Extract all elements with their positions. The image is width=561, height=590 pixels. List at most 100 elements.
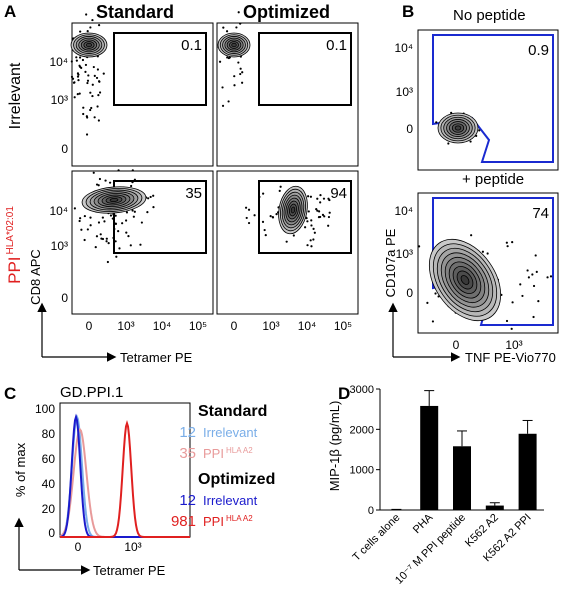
histogram-curve-optimized-ppi [60,420,190,538]
y-tick-label: 0 [48,526,55,540]
event-dot [131,169,134,172]
contour-b-no-peptide [435,111,481,145]
event-dot [96,105,99,108]
event-dot [309,195,313,198]
event-dot [233,84,236,87]
x-axis-label-b: TNF PE-Vio770 [465,350,556,365]
event-dot [149,195,152,199]
event-dot [546,276,549,279]
event-dot [253,214,256,217]
event-dot [95,235,99,238]
panel-d-letter: D [338,384,351,403]
y-tick-label: 10³ [51,93,68,107]
event-dot [239,22,242,25]
event-dot [307,210,310,213]
event-dot [247,208,251,211]
y-tick-label: 0 [406,122,413,136]
y-tick-label: 40 [42,477,56,491]
event-dot [101,216,104,219]
event-dot [73,81,76,84]
event-dot [327,197,330,200]
event-dot [73,96,76,99]
x-ticks-a-standard: 0 10³ 10⁴ 10⁵ [86,319,208,333]
event-dot [115,255,118,258]
event-dot [535,270,538,273]
bar [518,433,537,510]
gate-a-standard-irrelevant [113,32,207,106]
category-label: T cells alone [351,512,403,564]
event-dot [505,319,509,323]
contour-ring [231,42,237,48]
event-dot [117,169,120,172]
contour-a-optimized-irrelevant [217,11,251,107]
event-dot [111,217,114,220]
event-dot [237,11,240,14]
event-dot [239,72,242,76]
row-label-ppi: PPIHLA*02:01 [5,206,24,284]
legend-label-optimized-ppi-superscript: HLA A2 [226,514,253,523]
event-dot [87,74,90,77]
legend-value-optimized-ppi: 981 [171,513,196,530]
event-dot [73,207,76,210]
event-dot [82,112,85,116]
event-dot [78,56,82,59]
event-dot [83,214,86,218]
histogram-curves [59,413,190,538]
contour-a-optimized-ppi [244,185,331,248]
gate-percent-b-plus-peptide: 74 [532,205,549,222]
event-dot [322,197,326,200]
event-dot [327,224,330,227]
gate-percent-a-standard-irrelevant: 0.1 [181,37,202,54]
event-dot [245,216,248,220]
event-dot [106,260,109,264]
event-dot [100,237,103,240]
event-dot [80,66,83,69]
plot-frame-b-no-peptide [417,29,559,171]
event-dot [510,327,513,330]
gate-a-optimized-irrelevant [258,32,352,106]
event-dot [99,233,102,236]
bar [453,446,471,510]
event-dot [241,71,244,74]
event-dot [85,115,88,118]
contour-ring [109,197,119,203]
legend-label-standard-ppi-superscript: HLA A2 [226,446,253,455]
y-axis-label-c: % of max [13,442,28,497]
event-dot [233,75,236,78]
plot-title-plus-peptide: + peptide [462,171,525,188]
event-dot [519,283,522,286]
x-ticks-b: 0 10³ [453,338,523,352]
event-dot [91,94,94,98]
y-tick-label: 60 [42,452,56,466]
event-dot [114,222,117,225]
event-dot [315,208,318,211]
y-tick-label: 10⁴ [49,55,68,69]
x-tick-label: 0 [86,319,93,333]
legend-heading-optimized: Optimized [198,471,275,488]
event-dot [89,91,92,94]
column-title-optimized: Optimized [243,2,331,22]
x-tick-label: 0 [231,319,238,333]
event-dot [92,65,95,69]
plot-frame-a-standard-irrelevant [71,22,214,167]
event-dot [306,220,309,223]
panel-a-letter: A [4,2,17,21]
y-tick-label: 2000 [350,424,374,436]
legend-label-optimized-ppi-text: PPI [203,514,224,529]
event-dot [222,26,225,29]
event-dot [244,206,248,209]
event-dot [91,18,94,22]
event-dot [526,269,529,272]
event-dot [532,315,535,319]
plot-frame-a-optimized-ppi [216,170,359,315]
event-dot [537,300,540,303]
gate-percent-a-optimized-irrelevant: 0.1 [326,37,347,54]
event-dot [261,220,265,223]
legend-value-standard-irrelevant: 12 [179,424,196,441]
event-dot [531,273,534,276]
event-dot [121,222,124,225]
y-ticks-a-row1: 10⁴ 10³ 0 [49,55,68,156]
contour-ring [290,206,296,214]
contour-ring [454,125,462,131]
event-dot [227,100,230,103]
